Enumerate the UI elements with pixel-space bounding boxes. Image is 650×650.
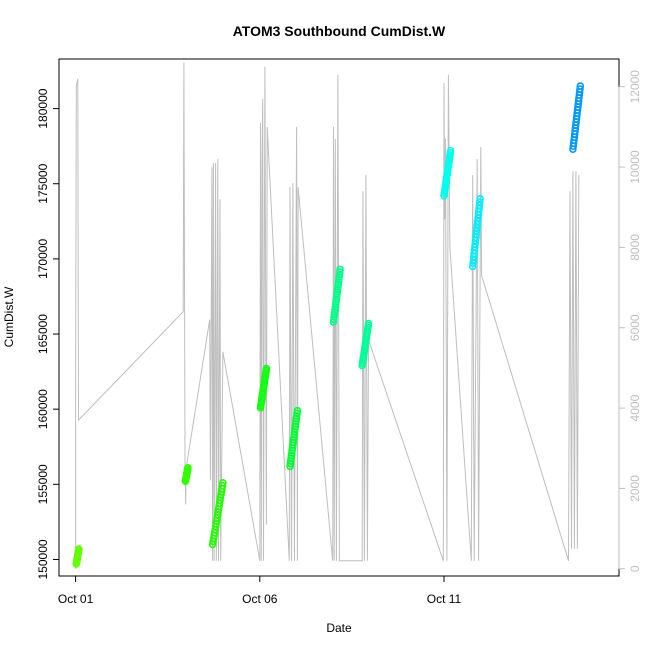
y2-tick-label: 10000	[628, 150, 642, 184]
y-tick-label: 150000	[36, 539, 50, 579]
x-tick-label: Oct 01	[58, 592, 94, 606]
chart-title: ATOM3 Southbound CumDist.W	[233, 23, 446, 39]
data-point	[446, 146, 455, 155]
y-tick-label: 175000	[36, 163, 50, 203]
data-point	[184, 463, 192, 472]
x-axis: Oct 01 Oct 06 Oct 11	[58, 575, 462, 606]
data-point	[336, 265, 344, 274]
data-point	[219, 478, 227, 487]
x-tick-label: Oct 06	[242, 592, 278, 606]
data-point	[576, 85, 584, 93]
y-tick-label: 155000	[36, 464, 50, 504]
data-point	[476, 195, 484, 203]
data-point	[293, 406, 302, 415]
y-axis-label: CumDist.W	[2, 286, 16, 347]
y2-tick-label: 6000	[628, 314, 642, 341]
y-tick-label: 165000	[36, 314, 50, 354]
y2-tick-label: 0	[628, 565, 642, 572]
y-tick-label: 170000	[36, 239, 50, 279]
y-tick-label: 180000	[36, 88, 50, 128]
primary-series	[72, 82, 585, 568]
y-axis: 150000 155000 160000 165000 170000 175000 1800…	[36, 88, 60, 579]
x-tick-label: Oct 11	[427, 592, 462, 606]
data-point	[75, 545, 83, 553]
y2-tick-label: 12000	[628, 70, 642, 104]
data-point	[262, 364, 271, 373]
data-point	[475, 198, 484, 206]
data-point	[364, 319, 373, 328]
y2-tick-label: 8000	[628, 234, 642, 261]
data-point	[218, 481, 227, 490]
y-tick-label: 160000	[36, 389, 50, 429]
secondary-series	[75, 62, 580, 569]
y2-tick-label: 2000	[628, 475, 642, 502]
secondary-line	[75, 62, 580, 569]
y2-tick-label: 4000	[628, 394, 642, 421]
y2-axis: 0 2000 4000 6000 8000 10000 12000	[618, 70, 642, 572]
x-axis-label: Date	[326, 621, 352, 635]
data-point	[576, 82, 585, 90]
